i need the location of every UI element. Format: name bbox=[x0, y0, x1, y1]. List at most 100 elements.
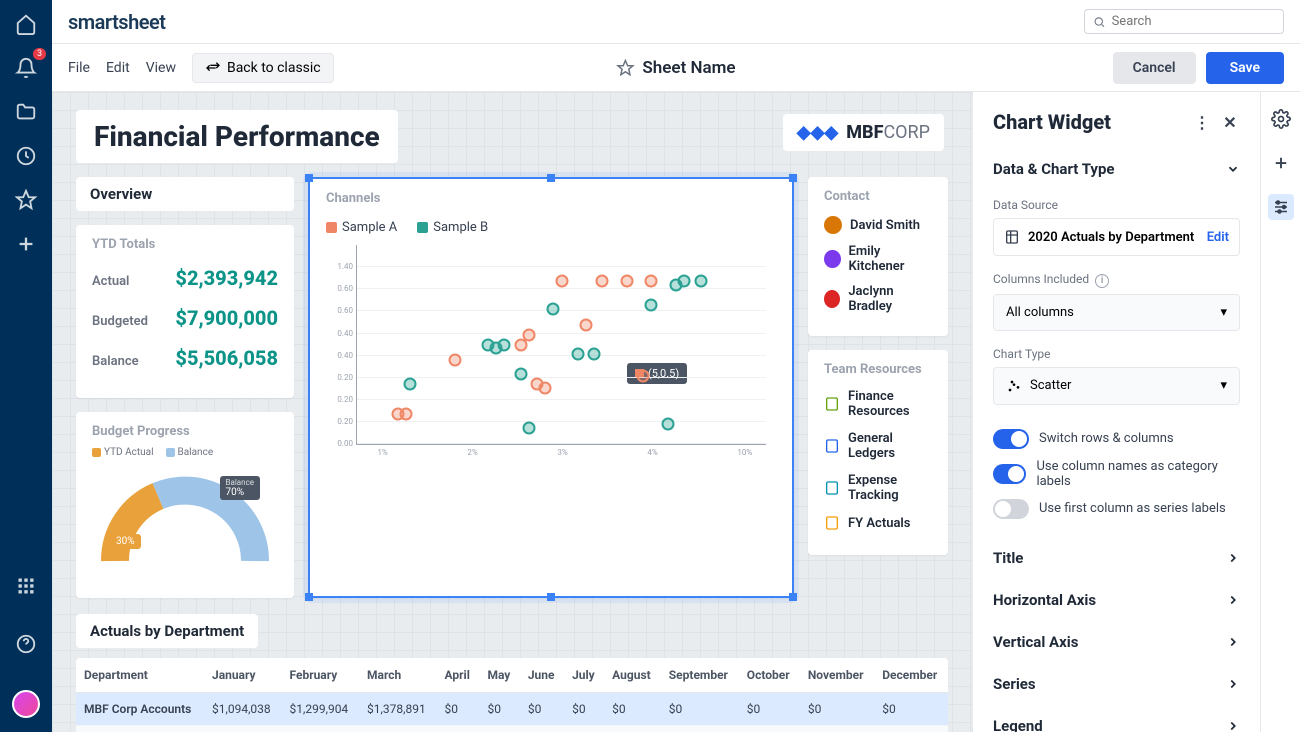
menu-edit[interactable]: Edit bbox=[106, 60, 130, 76]
panel-section[interactable]: Horizontal Axis bbox=[993, 579, 1240, 621]
ytd-budgeted-value: $7,900,000 bbox=[175, 306, 278, 330]
table-row[interactable]: MBF Corp Accounts$1,094,038$1,299,904$1,… bbox=[76, 693, 948, 726]
table-header[interactable]: October bbox=[739, 658, 800, 693]
save-button[interactable]: Save bbox=[1206, 52, 1284, 84]
section-data-chart-type[interactable]: Data & Chart Type bbox=[993, 148, 1240, 190]
menu-file[interactable]: File bbox=[68, 60, 90, 76]
panel-section[interactable]: Title bbox=[993, 537, 1240, 579]
topbar: smartsheet bbox=[52, 0, 1300, 44]
table-header[interactable]: July bbox=[564, 658, 604, 693]
right-toolstrip bbox=[1260, 92, 1300, 732]
resources-widget[interactable]: Team Resources Finance Resources General … bbox=[808, 350, 948, 555]
ytd-actual-value: $2,393,942 bbox=[175, 266, 278, 290]
data-source-value: 2020 Actuals by Department bbox=[1028, 230, 1194, 245]
resource-item[interactable]: Finance Resources bbox=[824, 389, 932, 419]
table-header[interactable]: March bbox=[359, 658, 437, 693]
columns-select[interactable]: All columns▾ bbox=[993, 294, 1240, 331]
apps-icon[interactable] bbox=[14, 574, 38, 598]
settings-icon[interactable] bbox=[1268, 106, 1294, 132]
ytd-balance-label: Balance bbox=[92, 354, 139, 369]
back-to-classic-button[interactable]: Back to classic bbox=[192, 53, 334, 83]
main: smartsheet File Edit View Back to classi… bbox=[52, 0, 1300, 732]
search-input[interactable] bbox=[1112, 14, 1275, 29]
channels-chart-widget[interactable]: Channels Sample A Sample B (5,0.5) 0.000… bbox=[308, 177, 794, 598]
ytd-balance-value: $5,506,058 bbox=[175, 346, 278, 370]
table-header[interactable]: January bbox=[204, 658, 282, 693]
toggle-row: Switch rows & columns bbox=[993, 429, 1240, 449]
help-icon[interactable] bbox=[14, 632, 38, 656]
favorites-icon[interactable] bbox=[14, 188, 38, 212]
search-box[interactable] bbox=[1084, 9, 1284, 34]
sheet-name-text: Sheet Name bbox=[642, 58, 735, 78]
contacts-widget[interactable]: Contact David Smith Emily Kitchener Jaclyn… bbox=[808, 177, 948, 336]
panel-close-icon[interactable]: ✕ bbox=[1220, 113, 1240, 132]
table-header[interactable]: May bbox=[479, 658, 519, 693]
budget-progress-widget[interactable]: Budget Progress YTD Actual Balance 30% B… bbox=[76, 412, 294, 598]
notifications-icon[interactable]: 3 bbox=[14, 56, 38, 80]
panel-section[interactable]: Series bbox=[993, 663, 1240, 705]
ytd-budgeted-label: Budgeted bbox=[92, 314, 148, 329]
properties-icon[interactable] bbox=[1268, 194, 1294, 220]
contact-item[interactable]: Jaclynn Bradley bbox=[824, 284, 932, 314]
table-header[interactable]: Department bbox=[76, 658, 204, 693]
toggle-switch[interactable] bbox=[993, 429, 1029, 449]
cancel-button[interactable]: Cancel bbox=[1113, 52, 1196, 84]
table-header[interactable]: April bbox=[437, 658, 480, 693]
chart-type-select[interactable]: Scatter▾ bbox=[993, 367, 1240, 405]
chart-widget-panel: Chart Widget ⋮ ✕ Data & Chart Type Data … bbox=[972, 92, 1260, 732]
toggle-row: Use first column as series labels bbox=[993, 499, 1240, 519]
add-widget-icon[interactable] bbox=[1268, 150, 1294, 176]
data-source-edit[interactable]: Edit bbox=[1207, 230, 1229, 245]
left-nav: 3 bbox=[0, 0, 52, 732]
toggle-switch[interactable] bbox=[993, 464, 1026, 484]
resource-item[interactable]: Expense Tracking bbox=[824, 473, 932, 503]
budget-legend: YTD Actual Balance bbox=[92, 447, 278, 458]
department-table[interactable]: DepartmentJanuaryFebruaryMarchAprilMayJu… bbox=[76, 658, 948, 732]
star-icon[interactable] bbox=[616, 59, 634, 77]
data-source-row: 2020 Actuals by Department Edit bbox=[993, 218, 1240, 256]
toggle-switch[interactable] bbox=[993, 499, 1029, 519]
panel-section[interactable]: Vertical Axis bbox=[993, 621, 1240, 663]
user-avatar[interactable] bbox=[12, 690, 40, 718]
contacts-header: Contact bbox=[824, 189, 932, 204]
recents-icon[interactable] bbox=[14, 144, 38, 168]
resource-item[interactable]: General Ledgers bbox=[824, 431, 932, 461]
table-header[interactable]: August bbox=[604, 658, 661, 693]
sheet-title[interactable]: Sheet Name bbox=[616, 58, 735, 78]
channels-header: Channels bbox=[326, 191, 776, 206]
contact-item[interactable]: Emily Kitchener bbox=[824, 244, 932, 274]
donut-chart: 30% Balance70% bbox=[92, 466, 278, 586]
table-row[interactable]: Marketing$106,347$265,724$673,982$0$0$0$… bbox=[76, 726, 948, 732]
table-header[interactable]: February bbox=[282, 658, 360, 693]
panel-section[interactable]: Legend bbox=[993, 705, 1240, 732]
table-header[interactable]: June bbox=[520, 658, 564, 693]
budget-progress-header: Budget Progress bbox=[92, 424, 278, 439]
search-icon bbox=[1093, 15, 1106, 29]
table-header[interactable]: September bbox=[661, 658, 739, 693]
resource-item[interactable]: FY Actuals bbox=[824, 515, 932, 531]
chart-type-label: Chart Type bbox=[993, 347, 1240, 361]
table-header[interactable]: December bbox=[874, 658, 948, 693]
scatter-tooltip: (5,0.5) bbox=[627, 363, 687, 384]
menu-view[interactable]: View bbox=[146, 60, 176, 76]
ytd-header: YTD Totals bbox=[92, 237, 278, 252]
ytd-totals-widget[interactable]: YTD Totals Actual $2,393,942 Budgeted $7,9… bbox=[76, 225, 294, 398]
back-label: Back to classic bbox=[227, 60, 321, 76]
home-icon[interactable] bbox=[14, 12, 38, 36]
panel-more-icon[interactable]: ⋮ bbox=[1192, 113, 1212, 132]
table-title: Actuals by Department bbox=[76, 614, 258, 648]
company-logo: ◆◆◆ MBFCORP bbox=[783, 114, 944, 151]
dashboard-canvas[interactable]: Financial Performance ◆◆◆ MBFCORP Overvi… bbox=[52, 92, 972, 732]
add-icon[interactable] bbox=[14, 232, 38, 256]
folder-icon[interactable] bbox=[14, 100, 38, 124]
info-icon[interactable]: i bbox=[1095, 274, 1109, 288]
contact-item[interactable]: David Smith bbox=[824, 216, 932, 234]
scatter-legend: Sample A Sample B bbox=[326, 220, 776, 235]
overview-label: Overview bbox=[76, 177, 294, 211]
scatter-plot: (5,0.5) 0.000.200.200.200.400.400.600.60… bbox=[356, 245, 766, 445]
menubar: File Edit View Back to classic Sheet Nam… bbox=[52, 44, 1300, 92]
table-header[interactable]: November bbox=[800, 658, 874, 693]
columns-included-label: Columns Includedi bbox=[993, 272, 1240, 288]
resources-header: Team Resources bbox=[824, 362, 932, 377]
ytd-actual-label: Actual bbox=[92, 274, 129, 289]
